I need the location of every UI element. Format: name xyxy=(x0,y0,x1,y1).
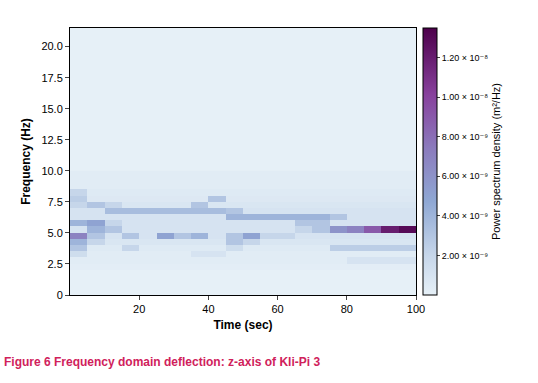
svg-text:0: 0 xyxy=(57,289,63,301)
svg-text:1.20 × 10⁻⁸: 1.20 × 10⁻⁸ xyxy=(442,53,489,63)
svg-text:15.0: 15.0 xyxy=(41,103,62,115)
svg-text:10.0: 10.0 xyxy=(41,165,62,177)
svg-text:20.0: 20.0 xyxy=(41,40,62,52)
svg-text:2.5: 2.5 xyxy=(48,258,63,270)
svg-text:Power spectrum density (m²/Hz): Power spectrum density (m²/Hz) xyxy=(490,83,502,240)
svg-text:4.00 × 10⁻⁹: 4.00 × 10⁻⁹ xyxy=(442,211,489,221)
svg-text:8.00 × 10⁻⁹: 8.00 × 10⁻⁹ xyxy=(442,132,489,142)
svg-text:12.5: 12.5 xyxy=(41,134,62,146)
svg-text:Time (sec): Time (sec) xyxy=(213,318,272,332)
svg-text:17.5: 17.5 xyxy=(41,72,62,84)
svg-text:7.5: 7.5 xyxy=(48,196,63,208)
svg-text:20: 20 xyxy=(133,303,145,315)
html-text:Figure 6 Frequency domain defl: Figure 6 Frequency domain deflection: z-… xyxy=(4,355,321,369)
svg-text:6.00 × 10⁻⁹: 6.00 × 10⁻⁹ xyxy=(442,171,489,181)
svg-text:1.00 × 10⁻⁸: 1.00 × 10⁻⁸ xyxy=(442,92,489,102)
svg-text:Frequency (Hz): Frequency (Hz) xyxy=(19,118,33,205)
svg-text:40: 40 xyxy=(202,303,214,315)
svg-text:100: 100 xyxy=(407,303,425,315)
svg-text:5.0: 5.0 xyxy=(48,227,63,239)
svg-text:60: 60 xyxy=(271,303,283,315)
svg-text:80: 80 xyxy=(341,303,353,315)
svg-text:2.00 × 10⁻⁹: 2.00 × 10⁻⁹ xyxy=(442,251,489,261)
